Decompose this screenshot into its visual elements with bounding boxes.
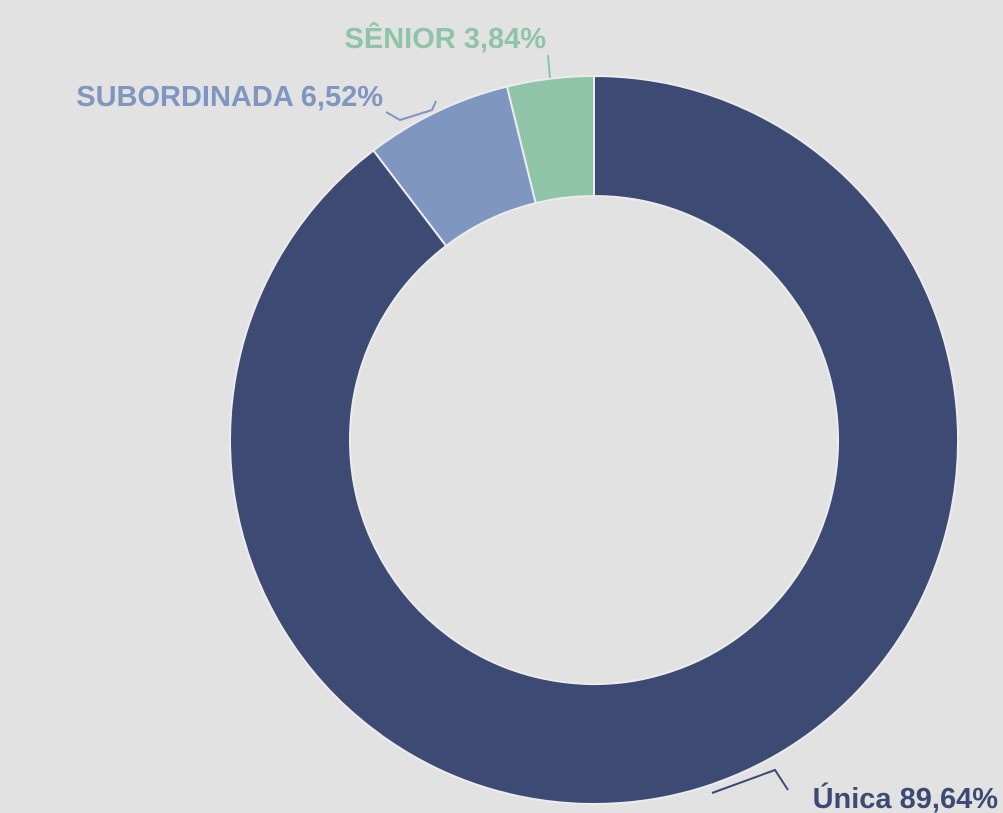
slice-category: SÊNIOR [345, 21, 456, 55]
leader-line [547, 54, 551, 79]
slice-label: SÊNIOR 3,84% [345, 21, 547, 55]
slice-category: SUBORDINADA [76, 81, 294, 113]
slice-label: SUBORDINADA 6,52% [76, 81, 383, 113]
donut-slice [229, 74, 959, 805]
slice-label: Única 89,64% [813, 781, 999, 813]
slice-value: 89,64% [900, 783, 999, 813]
donut-slice [505, 74, 595, 205]
leader-line [711, 768, 789, 794]
slice-value: 6,52% [301, 81, 383, 113]
slice-category: Única [813, 781, 893, 813]
slice-value: 3,84% [464, 23, 546, 55]
leader-line [385, 100, 437, 122]
